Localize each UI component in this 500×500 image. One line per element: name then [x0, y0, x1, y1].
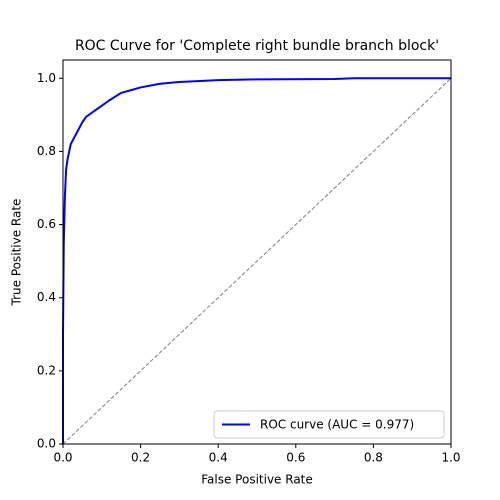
- y-tick-label: 0.2: [37, 363, 56, 377]
- y-tick-label: 1.0: [37, 71, 56, 85]
- reference-line: [62, 77, 452, 445]
- y-tick-label: 0.0: [37, 437, 56, 451]
- x-tick-label: 0.6: [286, 451, 305, 465]
- x-tick-label: 0.4: [209, 451, 228, 465]
- x-tick-label: 1.0: [441, 451, 460, 465]
- x-tick-label: 0.2: [131, 451, 150, 465]
- y-tick-label: 0.8: [37, 144, 56, 158]
- x-tick-label: 0.8: [364, 451, 383, 465]
- x-tick-label: 0.0: [53, 451, 72, 465]
- y-axis-label: True Positive Rate: [10, 199, 24, 307]
- x-axis-label: False Positive Rate: [201, 473, 313, 487]
- legend-box: [213, 410, 445, 439]
- legend-label: ROC curve (AUC = 0.977): [260, 418, 414, 432]
- y-tick-label: 0.6: [37, 217, 56, 231]
- legend: ROC curve (AUC = 0.977): [213, 410, 445, 439]
- chart-title: ROC Curve for 'Complete right bundle bra…: [75, 38, 439, 54]
- y-tick-label: 0.4: [37, 290, 56, 304]
- plot-frame: [62, 59, 452, 445]
- roc-line: [62, 77, 451, 444]
